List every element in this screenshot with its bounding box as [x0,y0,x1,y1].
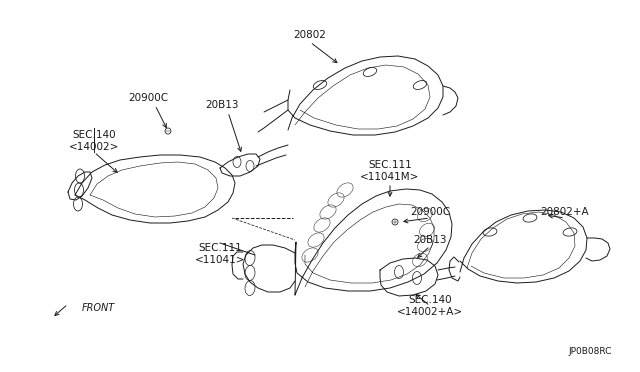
Text: SEC.111: SEC.111 [198,243,242,253]
Text: 20802+A: 20802+A [541,207,589,217]
Text: <11041M>: <11041M> [360,172,420,182]
Text: SEC.111: SEC.111 [368,160,412,170]
Text: 20B13: 20B13 [205,100,239,110]
Text: SEC.140: SEC.140 [408,295,452,305]
Text: 20B13: 20B13 [413,235,447,245]
Text: 20900C: 20900C [128,93,168,103]
Text: 20802: 20802 [294,30,326,40]
Text: <14002>: <14002> [69,142,119,152]
Text: JP0B08RC: JP0B08RC [568,347,612,356]
Text: FRONT: FRONT [82,303,115,313]
Text: <11041>: <11041> [195,255,245,265]
Text: SEC.140: SEC.140 [72,130,116,140]
Text: <14002+A>: <14002+A> [397,307,463,317]
Text: 20900C: 20900C [410,207,450,217]
